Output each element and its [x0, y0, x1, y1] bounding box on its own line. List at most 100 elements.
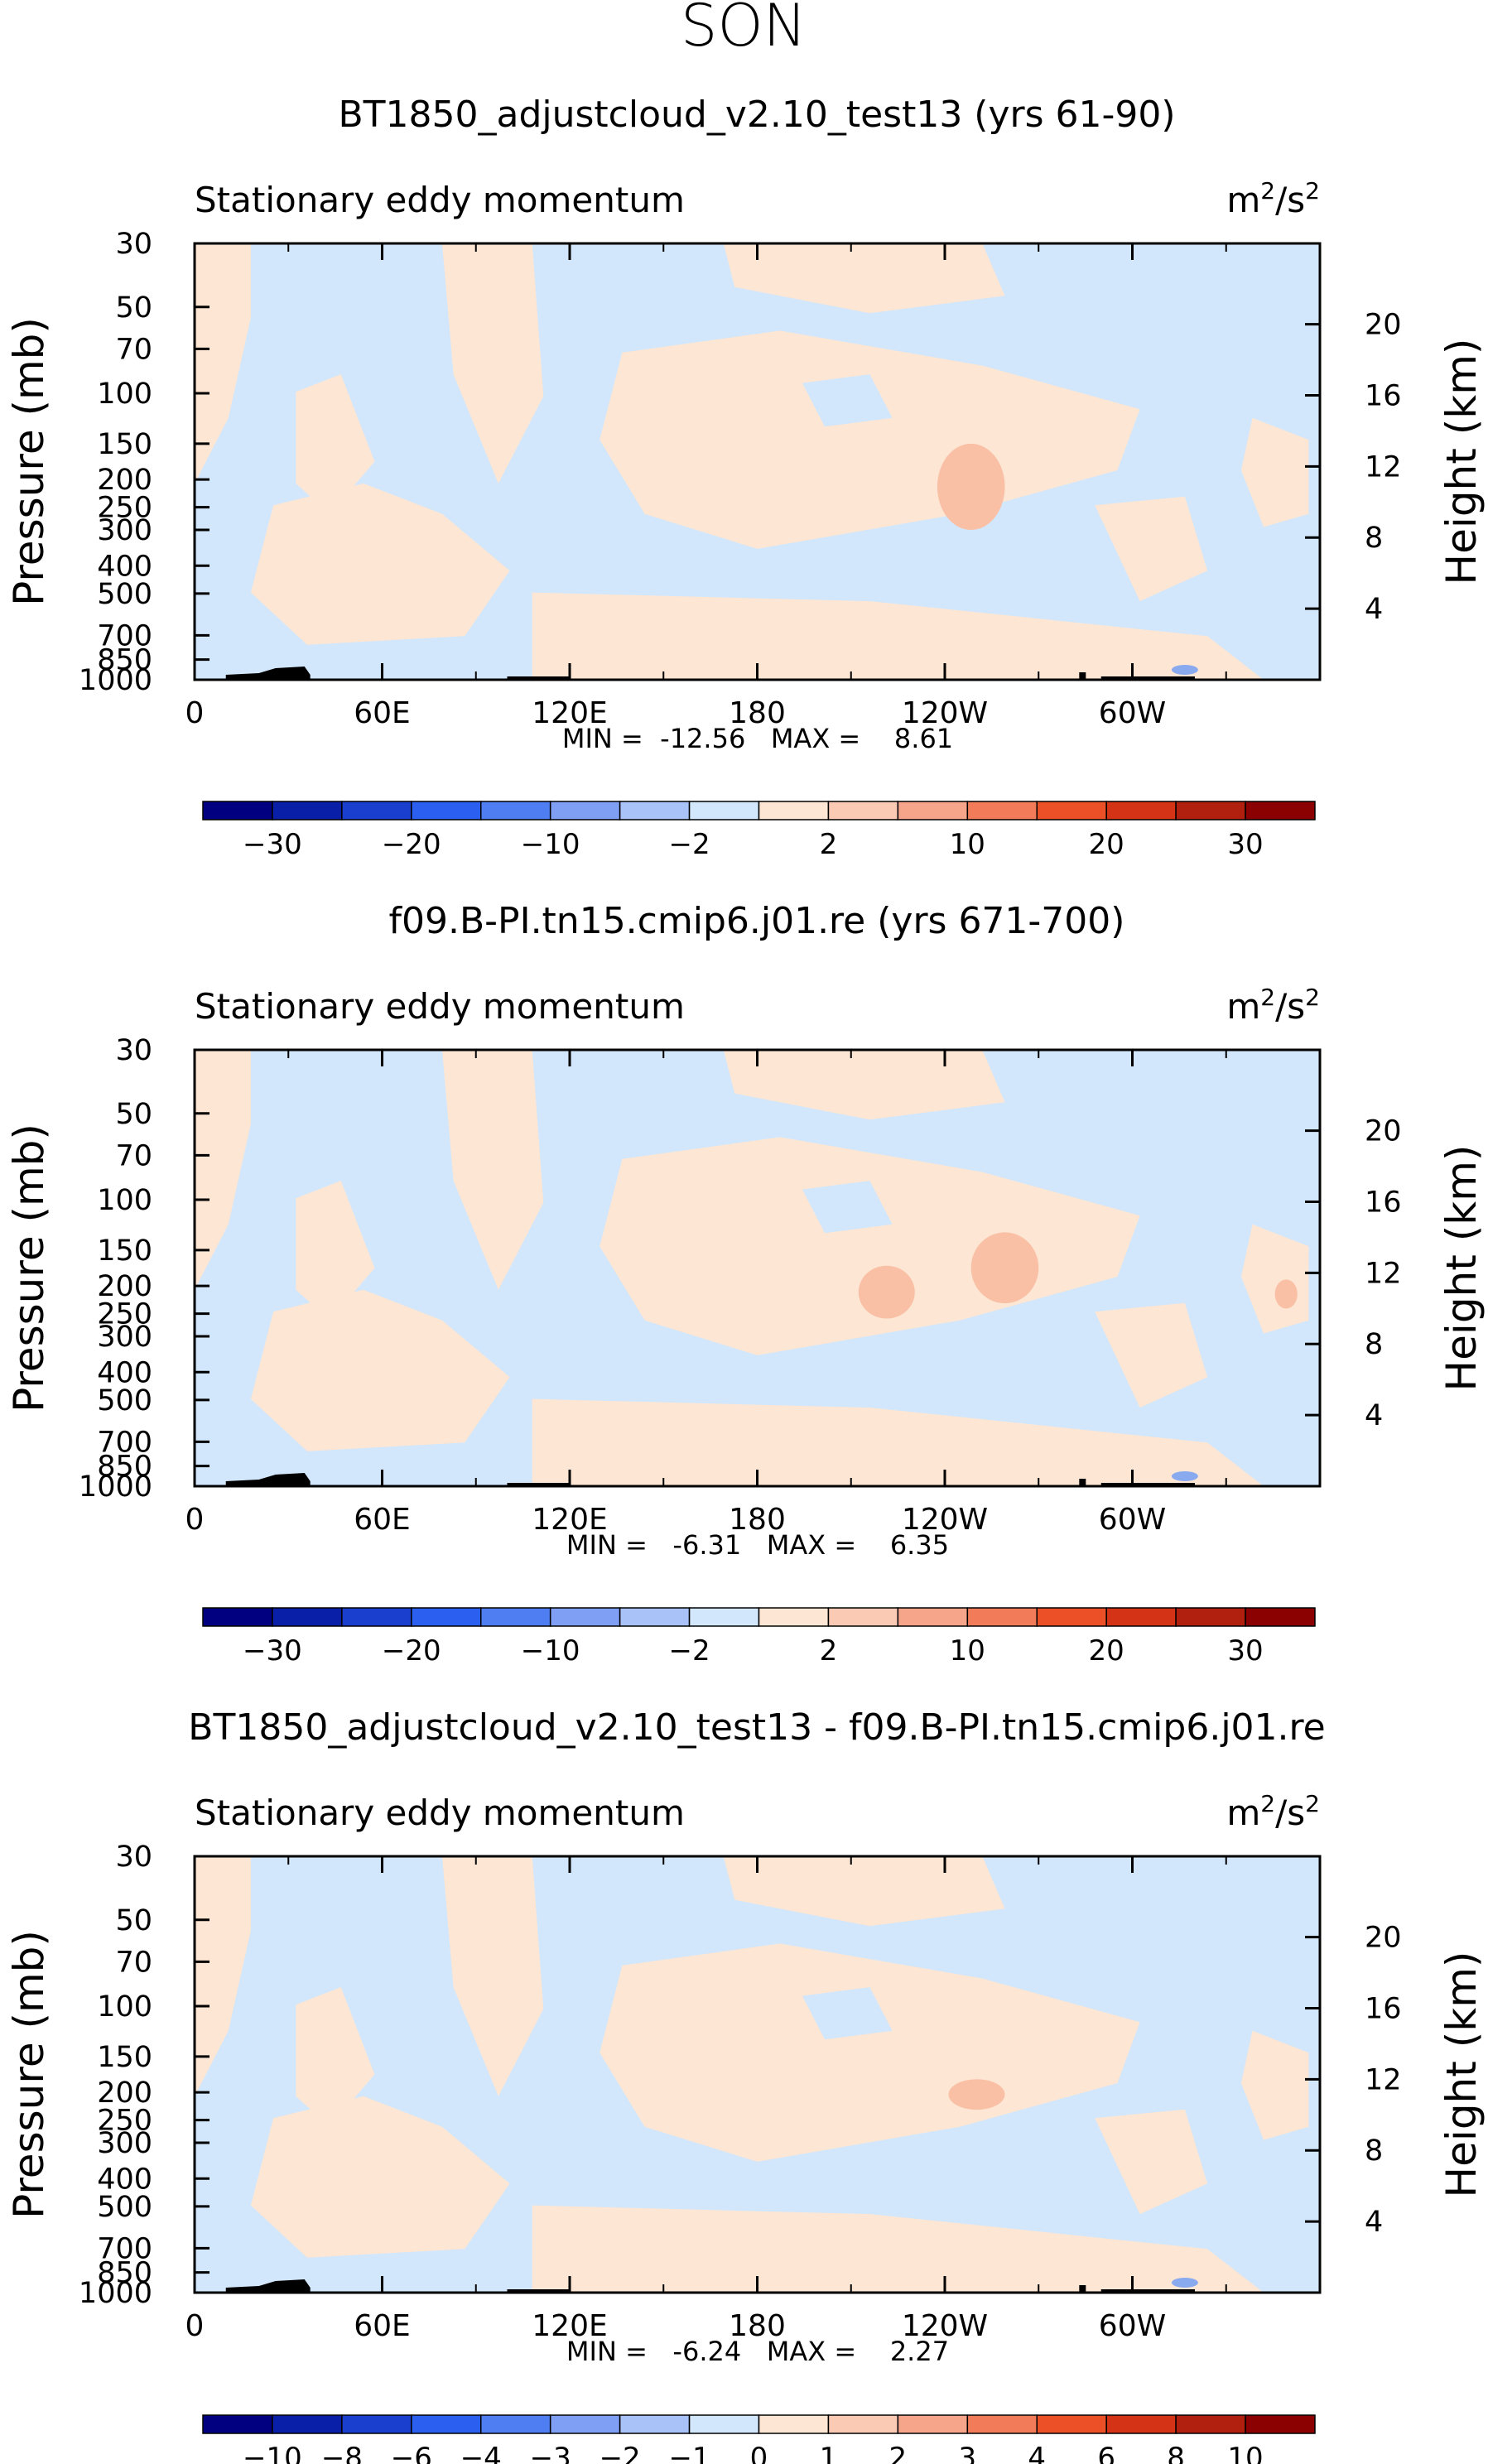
colorbar-label: −10: [521, 1634, 580, 1668]
y-tick-label: 50: [115, 1098, 152, 1131]
y-tick-label: 850: [97, 644, 152, 677]
terrain-strip-2: [1100, 1483, 1195, 1486]
colorbar-label: −2: [669, 828, 710, 861]
colorbar-swatch: [827, 1607, 899, 1627]
colorbar-swatch: [1105, 2414, 1177, 2434]
y-tick-label: 300: [97, 2127, 152, 2160]
y-tick-label: 400: [97, 2163, 152, 2196]
peach-region-3: [296, 1181, 375, 1321]
height-tick-label: 20: [1365, 1115, 1402, 1148]
x-tick-label: 60W: [1099, 2309, 1166, 2343]
peach-region-4: [442, 243, 544, 484]
colorbar-swatch: [688, 1607, 760, 1627]
colorbar-swatch: [1245, 2414, 1316, 2434]
colorbar-label: −2: [669, 1634, 710, 1668]
height-tick-label: 20: [1365, 1922, 1402, 1955]
colorbar-swatch: [1245, 1607, 1316, 1627]
y-tick-label: 250: [97, 492, 152, 525]
colorbar-swatch: [549, 2414, 621, 2434]
y-tick-label: 100: [97, 378, 152, 411]
colorbar-swatch: [758, 801, 830, 821]
colorbar-swatch: [966, 1607, 1038, 1627]
y-axis-label: Pressure (mb): [5, 1124, 53, 1412]
y-tick-label: 300: [97, 514, 152, 547]
peach-region-4: [442, 1856, 544, 2096]
blue-region-1: [802, 1181, 893, 1234]
y-axis-right-label: Height (km): [1437, 1145, 1486, 1392]
height-tick-label: 8: [1365, 2134, 1383, 2168]
colorbar-swatch: [411, 2414, 482, 2434]
colorbar-label: −1: [669, 2442, 710, 2464]
height-tick-label: 16: [1365, 379, 1402, 412]
units-label: m2/s2: [1226, 177, 1320, 220]
y-tick-label: 700: [97, 1426, 152, 1459]
y-tick-label: 400: [97, 550, 152, 583]
x-tick-label: 60E: [354, 696, 411, 730]
peach-region-3: [296, 374, 375, 514]
colorbar-label: −10: [521, 828, 580, 861]
x-tick-label: 120W: [902, 2309, 988, 2343]
min-max-text: MIN = -12.56 MAX = 8.61: [562, 723, 953, 754]
height-tick-label: 4: [1365, 2206, 1383, 2239]
x-tick-label: 60W: [1099, 696, 1166, 730]
x-tick-label: 120E: [532, 2309, 607, 2343]
blue-region-1: [802, 374, 893, 427]
colorbar-label: 6: [1097, 2442, 1115, 2464]
peach-region-8: [1240, 417, 1309, 527]
height-tick-label: 16: [1365, 1186, 1402, 1219]
height-tick-label: 20: [1365, 309, 1402, 342]
colorbar-swatch: [411, 801, 482, 821]
colorbar-swatch: [897, 2414, 969, 2434]
colorbar-swatch: [897, 1607, 969, 1627]
blue-region-2: [690, 1364, 915, 1408]
y-tick-label: 30: [115, 1034, 152, 1067]
chart-title: BT1850_adjustcloud_v2.10_test13 (yrs 61-…: [338, 94, 1175, 136]
colorbar-swatch: [480, 2414, 551, 2434]
colorbar-label: −6: [391, 2442, 432, 2464]
terrain-strip-2: [1100, 676, 1195, 680]
colorbar-swatch: [966, 801, 1038, 821]
units-label: m2/s2: [1226, 1790, 1320, 1833]
blue-dot: [1171, 1471, 1198, 1481]
colorbar-swatch: [411, 1607, 482, 1627]
peach-region-7: [1095, 496, 1208, 602]
y-axis-label: Pressure (mb): [5, 1930, 53, 2219]
contour-highlight-3: [1274, 1279, 1298, 1309]
peach-region-6: [723, 243, 1005, 314]
peach-region-1: [195, 243, 251, 484]
colorbar-label: −3: [530, 2442, 571, 2464]
colorbar-swatch: [1175, 1607, 1246, 1627]
blue-region-2: [690, 2170, 915, 2215]
colorbar-swatch: [480, 1607, 551, 1627]
colorbar-swatch: [619, 801, 691, 821]
colorbar-swatch: [1036, 801, 1107, 821]
colorbar-swatch: [688, 801, 760, 821]
y-tick-label: 850: [97, 2257, 152, 2290]
colorbar-label: 20: [1089, 828, 1124, 861]
y-tick-label: 150: [97, 2041, 152, 2074]
left-label: Stationary eddy momentum: [195, 1793, 685, 1833]
y-tick-label: 250: [97, 2105, 152, 2138]
colorbar-label: 2: [820, 828, 838, 861]
colorbar-label: −30: [243, 828, 302, 861]
y-tick-label: 300: [97, 1321, 152, 1354]
peach-region-7: [1095, 1302, 1208, 1408]
y-tick-label: 70: [115, 333, 152, 366]
left-label: Stationary eddy momentum: [195, 986, 685, 1027]
y-tick-label: 700: [97, 2232, 152, 2265]
y-tick-label: 1000: [79, 2277, 152, 2310]
contour-highlight-2: [970, 1232, 1039, 1304]
y-tick-label: 100: [97, 1990, 152, 2024]
y-tick-label: 70: [115, 1946, 152, 1979]
page-title: SON: [681, 0, 807, 60]
peach-region-6: [723, 1050, 1005, 1120]
colorbar-label: 30: [1227, 1634, 1263, 1668]
colorbar-swatch: [827, 801, 899, 821]
colorbar-swatch: [1245, 801, 1316, 821]
blue-dot: [1171, 665, 1198, 675]
x-tick-label: 120W: [902, 696, 988, 730]
min-max-text: MIN = -6.31 MAX = 6.35: [566, 1529, 949, 1561]
colorbar-swatch: [688, 2414, 760, 2434]
colorbar-label: −20: [382, 828, 441, 861]
